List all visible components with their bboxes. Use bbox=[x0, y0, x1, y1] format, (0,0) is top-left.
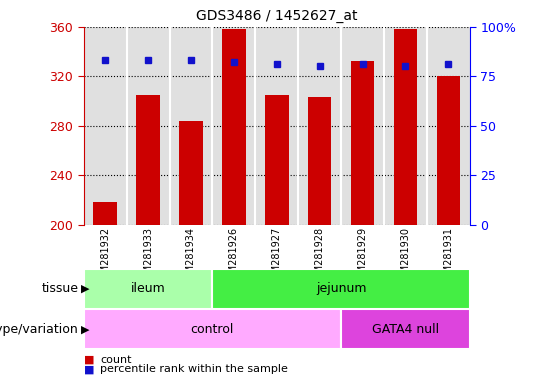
Bar bbox=[84, 309, 341, 349]
Text: GSM281933: GSM281933 bbox=[143, 227, 153, 286]
Bar bbox=[436, 76, 460, 225]
Text: GSM281929: GSM281929 bbox=[357, 227, 368, 286]
Text: GSM281926: GSM281926 bbox=[229, 227, 239, 286]
Text: GSM281932: GSM281932 bbox=[100, 227, 110, 286]
Text: ▶: ▶ bbox=[81, 284, 90, 294]
Title: GDS3486 / 1452627_at: GDS3486 / 1452627_at bbox=[196, 9, 357, 23]
Text: GSM281930: GSM281930 bbox=[401, 227, 410, 286]
Text: jejunum: jejunum bbox=[316, 283, 366, 295]
Text: ■: ■ bbox=[84, 364, 94, 374]
Bar bbox=[341, 309, 470, 349]
Text: ileum: ileum bbox=[131, 283, 165, 295]
Bar bbox=[84, 269, 212, 309]
Bar bbox=[222, 29, 246, 225]
Text: tissue: tissue bbox=[41, 283, 78, 295]
Bar bbox=[93, 202, 117, 225]
Bar bbox=[179, 121, 202, 225]
Text: count: count bbox=[100, 355, 131, 365]
Bar bbox=[136, 95, 160, 225]
Text: GSM281934: GSM281934 bbox=[186, 227, 196, 286]
Text: control: control bbox=[191, 323, 234, 336]
Text: GATA4 null: GATA4 null bbox=[372, 323, 439, 336]
Text: genotype/variation: genotype/variation bbox=[0, 323, 78, 336]
Text: ■: ■ bbox=[84, 355, 94, 365]
Text: GSM281931: GSM281931 bbox=[443, 227, 454, 286]
Text: GSM281927: GSM281927 bbox=[272, 227, 282, 286]
Text: ▶: ▶ bbox=[81, 324, 90, 334]
Bar bbox=[394, 29, 417, 225]
Bar bbox=[265, 95, 288, 225]
Bar bbox=[308, 97, 332, 225]
Text: percentile rank within the sample: percentile rank within the sample bbox=[100, 364, 288, 374]
Text: GSM281928: GSM281928 bbox=[315, 227, 325, 286]
Bar bbox=[351, 61, 374, 225]
Bar bbox=[212, 269, 470, 309]
